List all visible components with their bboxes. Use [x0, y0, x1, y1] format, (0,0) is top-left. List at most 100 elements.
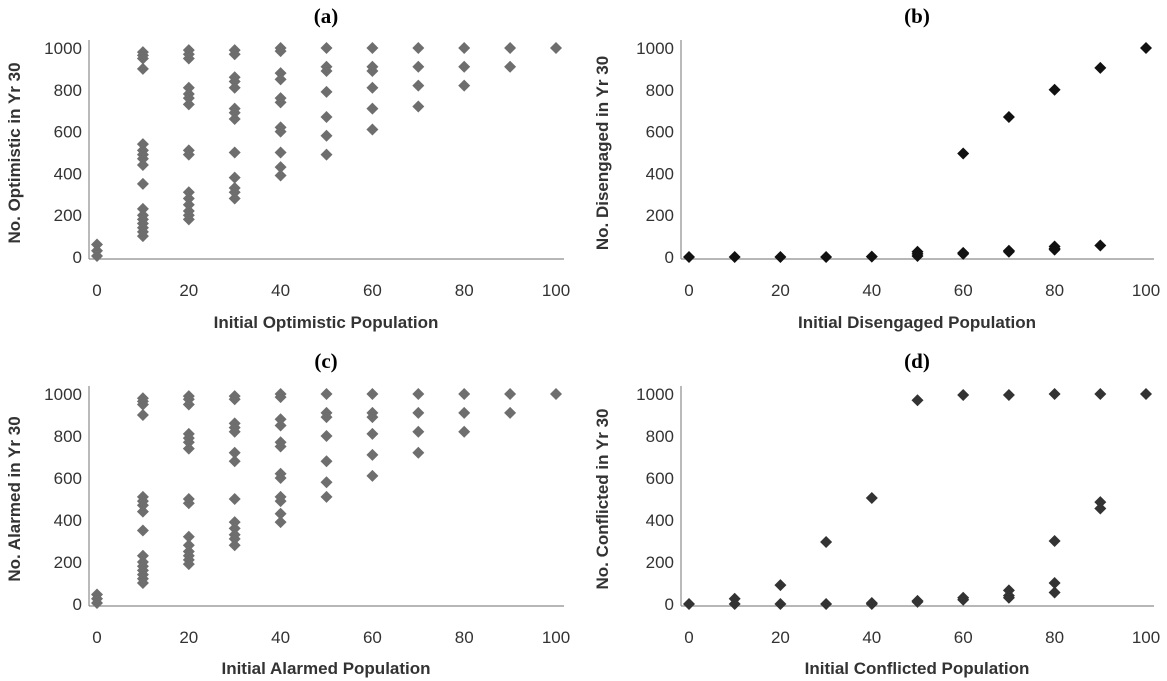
data-point-diamond: [366, 123, 379, 136]
data-point-diamond: [820, 536, 833, 549]
panel-title-a: (a): [314, 4, 339, 28]
y-tick-label: 600: [54, 123, 82, 142]
data-point-diamond: [274, 391, 287, 404]
data-point-diamond: [274, 495, 287, 508]
data-point-diamond: [182, 98, 195, 111]
y-tick-label: 0: [73, 248, 82, 267]
y-axis-label-d: No. Conflicted in Yr 30: [593, 408, 612, 589]
y-tick-label: 1000: [44, 39, 82, 58]
markers-b: [683, 42, 1152, 263]
data-point-diamond: [91, 596, 103, 609]
data-point-diamond: [1048, 388, 1061, 400]
y-tick-label: 800: [54, 81, 82, 100]
data-point-diamond: [136, 52, 149, 65]
data-point-diamond: [957, 593, 970, 606]
data-point-diamond: [182, 148, 195, 161]
data-point-diamond: [136, 409, 149, 421]
data-point-diamond: [228, 493, 241, 505]
y-axis-label-c: No. Alarmed in Yr 30: [5, 416, 24, 581]
data-point-diamond: [1094, 502, 1107, 515]
data-point-diamond: [320, 129, 333, 142]
x-tick-label: 20: [771, 628, 790, 647]
data-point-diamond: [274, 507, 287, 520]
data-point-diamond: [182, 81, 195, 94]
data-point-diamond: [228, 81, 241, 94]
y-tick-label: 200: [54, 206, 82, 225]
data-point-diamond: [911, 595, 924, 608]
data-point-diamond: [136, 549, 149, 562]
data-point-diamond: [320, 110, 333, 123]
data-point-diamond: [136, 577, 149, 589]
markers-c: [91, 388, 562, 609]
data-point-diamond: [182, 398, 195, 411]
data-point-diamond: [1094, 239, 1107, 252]
data-point-diamond: [228, 171, 241, 184]
data-point-diamond: [865, 598, 878, 610]
data-point-diamond: [136, 505, 149, 518]
data-point-diamond: [412, 60, 425, 73]
data-point-diamond: [957, 147, 970, 160]
data-point-diamond: [458, 388, 471, 400]
y-tick-label: 400: [646, 511, 674, 530]
x-tick-label: 40: [862, 628, 881, 647]
x-tick-label: 20: [771, 281, 790, 300]
data-point-diamond: [320, 85, 333, 98]
y-tick-label: 0: [665, 248, 674, 267]
x-tick-label: 60: [954, 281, 973, 300]
data-point-diamond: [458, 42, 471, 54]
data-point-diamond: [274, 472, 287, 484]
data-point-diamond: [458, 406, 471, 419]
x-axis-label-a: Initial Optimistic Population: [214, 313, 439, 332]
x-axis-label-b: Initial Disengaged Population: [798, 313, 1036, 332]
data-point-diamond: [865, 491, 878, 504]
data-point-diamond: [458, 425, 471, 438]
data-point-diamond: [366, 102, 379, 115]
data-point-diamond: [228, 75, 241, 88]
y-tick-label: 800: [54, 427, 82, 446]
data-point-diamond: [366, 469, 379, 482]
y-tick-label: 0: [665, 595, 674, 614]
data-point-diamond: [412, 406, 425, 419]
y-tick-label: 1000: [636, 385, 674, 404]
data-point-diamond: [820, 251, 833, 263]
data-point-diamond: [228, 522, 241, 535]
data-point-diamond: [1140, 42, 1152, 54]
data-point-diamond: [182, 436, 195, 449]
x-tick-label: 100: [542, 281, 570, 300]
data-point-diamond: [366, 81, 379, 94]
data-point-diamond: [228, 393, 241, 406]
x-tick-label: 40: [271, 628, 290, 647]
data-point-diamond: [366, 388, 379, 400]
data-point-diamond: [504, 388, 517, 400]
data-point-diamond: [182, 192, 195, 205]
data-point-diamond: [136, 138, 149, 151]
data-point-diamond: [274, 419, 287, 432]
data-point-diamond: [182, 52, 195, 65]
y-tick-label: 600: [54, 469, 82, 488]
data-point-diamond: [1002, 245, 1015, 258]
x-tick-label: 0: [92, 628, 101, 647]
y-axis-label-a: No. Optimistic in Yr 30: [5, 62, 24, 243]
data-point-diamond: [136, 398, 149, 411]
data-point-diamond: [228, 446, 241, 459]
data-point-diamond: [550, 388, 562, 400]
data-point-diamond: [228, 113, 241, 126]
data-point-diamond: [458, 79, 471, 92]
data-point-diamond: [366, 64, 379, 77]
data-point-diamond: [774, 251, 787, 263]
x-tick-label: 20: [179, 628, 198, 647]
data-point-diamond: [412, 79, 425, 92]
y-tick-label: 0: [73, 595, 82, 614]
data-point-diamond: [1048, 535, 1061, 547]
data-point-diamond: [911, 394, 924, 407]
panel-title-c: (c): [314, 349, 337, 373]
data-point-diamond: [228, 455, 241, 468]
markers-a: [91, 42, 562, 262]
data-point-diamond: [683, 598, 695, 610]
data-point-diamond: [957, 247, 970, 260]
data-point-diamond: [504, 60, 517, 73]
data-point-diamond: [228, 539, 241, 552]
x-tick-label: 80: [455, 628, 474, 647]
